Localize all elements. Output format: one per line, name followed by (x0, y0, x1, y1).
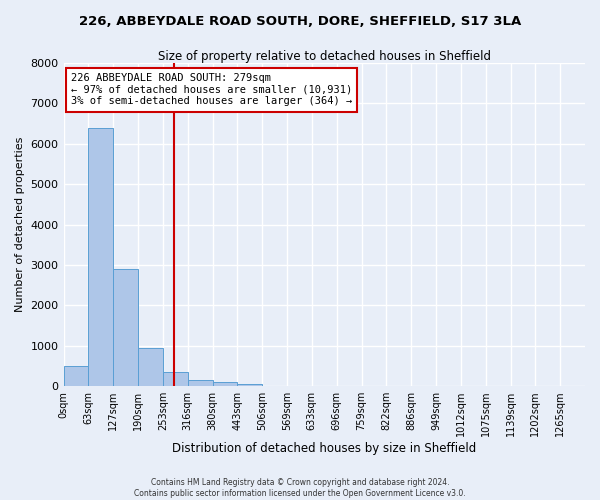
Text: 226, ABBEYDALE ROAD SOUTH, DORE, SHEFFIELD, S17 3LA: 226, ABBEYDALE ROAD SOUTH, DORE, SHEFFIE… (79, 15, 521, 28)
Title: Size of property relative to detached houses in Sheffield: Size of property relative to detached ho… (158, 50, 491, 63)
Text: 226 ABBEYDALE ROAD SOUTH: 279sqm
← 97% of detached houses are smaller (10,931)
3: 226 ABBEYDALE ROAD SOUTH: 279sqm ← 97% o… (71, 73, 352, 106)
Bar (113, 269, 138, 386)
Bar (212, 382, 238, 386)
Bar (138, 348, 163, 386)
Bar (88, 128, 113, 386)
Bar (64, 366, 88, 386)
Bar (188, 380, 212, 386)
Bar (163, 372, 188, 386)
Y-axis label: Number of detached properties: Number of detached properties (15, 137, 25, 312)
Text: Contains HM Land Registry data © Crown copyright and database right 2024.
Contai: Contains HM Land Registry data © Crown c… (134, 478, 466, 498)
X-axis label: Distribution of detached houses by size in Sheffield: Distribution of detached houses by size … (172, 442, 476, 455)
Bar (238, 384, 262, 386)
